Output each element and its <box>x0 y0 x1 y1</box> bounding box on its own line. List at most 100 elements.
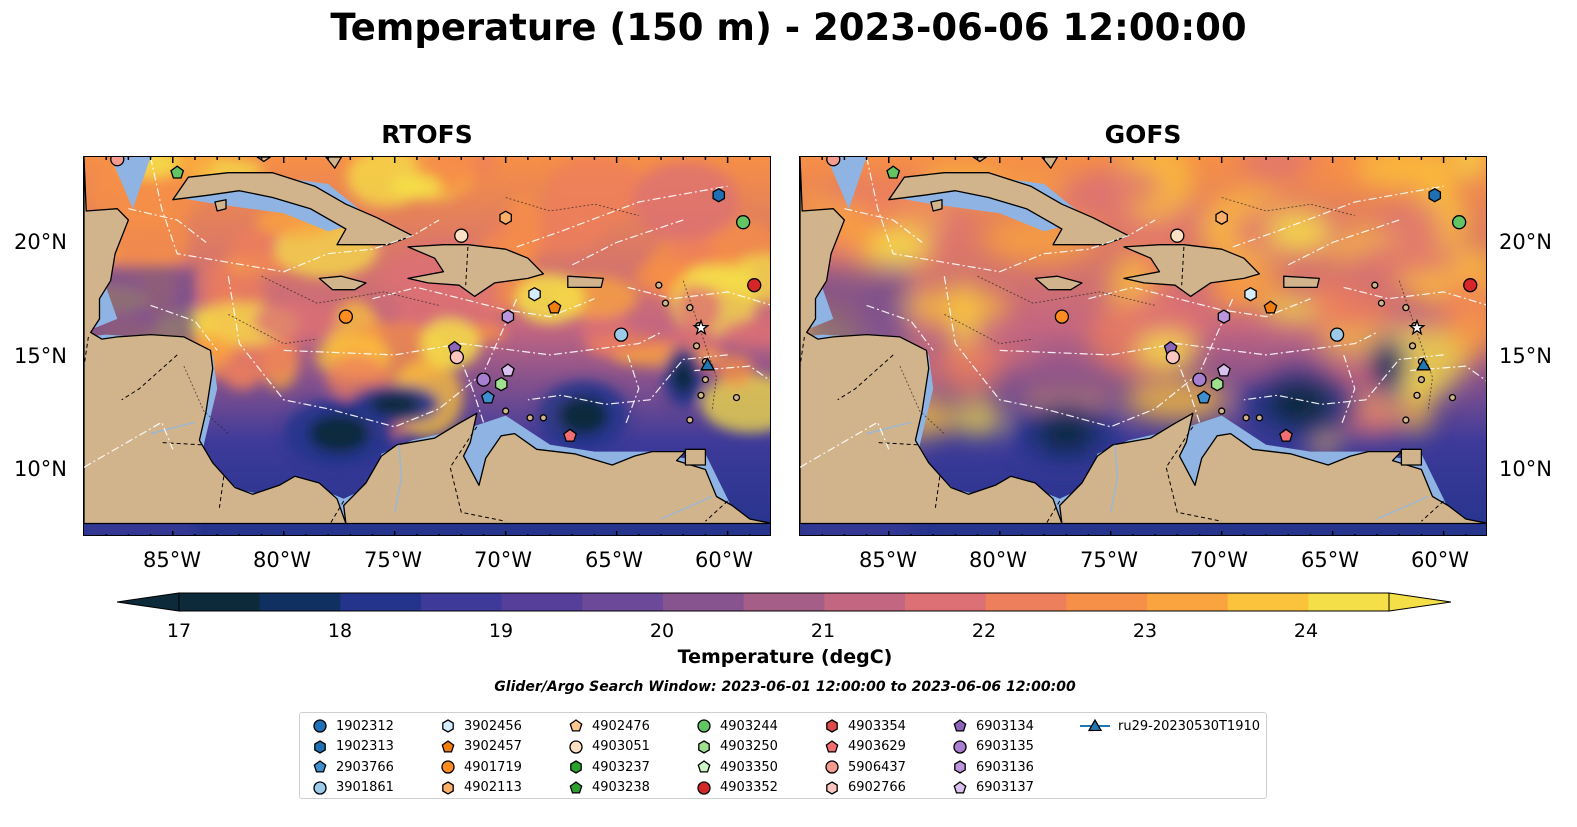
legend-item: 3902457 <box>440 737 522 757</box>
pentagon-icon <box>953 719 967 732</box>
legend-label: 4903352 <box>720 780 778 795</box>
panel-title-rtofs: RTOFS <box>381 120 473 149</box>
float-marker <box>1451 215 1467 230</box>
float-marker <box>441 739 455 753</box>
float-marker <box>170 165 185 179</box>
circle-icon <box>825 760 839 774</box>
legend-item: 4903238 <box>568 778 650 798</box>
float-marker <box>1416 357 1432 371</box>
lat-tick: 15°N <box>1499 344 1552 368</box>
colorbar-label: Temperature (degC) <box>677 646 893 668</box>
lon-tick: 85°W <box>859 548 917 572</box>
legend-label: 2903766 <box>336 759 394 775</box>
float-marker <box>494 376 508 392</box>
float-marker <box>1196 390 1211 404</box>
legend-label: 4903250 <box>720 739 778 754</box>
float-marker <box>501 309 515 324</box>
legend-item: 6903137 <box>952 778 1034 798</box>
panel-title-gofs: GOFS <box>1104 120 1182 149</box>
hexagon-icon <box>442 719 454 733</box>
float-marker <box>1087 718 1103 732</box>
colorbar-tick: 20 <box>649 620 675 642</box>
float-marker <box>569 719 583 732</box>
legend-item: 1902313 <box>312 737 394 757</box>
lat-tick: 10°N <box>1499 457 1552 481</box>
lat-tick: 20°N <box>14 230 67 254</box>
colorbar-tick: 17 <box>166 620 192 642</box>
float-marker <box>692 318 710 336</box>
float-marker <box>613 327 629 342</box>
hexagon-icon <box>442 780 454 795</box>
legend-label: 4902476 <box>592 718 650 734</box>
lon-tick: 75°W <box>364 548 422 572</box>
colorbar-tick: 23 <box>1132 620 1158 642</box>
float-marker <box>826 157 841 167</box>
lon-tick: 65°W <box>585 548 643 572</box>
float-marker <box>1463 278 1478 293</box>
float-marker <box>953 719 967 732</box>
float-marker <box>441 760 455 774</box>
legend-item: ru29-20230530T1910 <box>1080 716 1260 736</box>
pentagon-icon <box>569 780 583 794</box>
circle-icon <box>953 739 967 754</box>
float-marker <box>528 286 541 302</box>
float-marker <box>953 739 967 754</box>
lon-tick: 80°W <box>969 548 1027 572</box>
hexagon-icon <box>826 719 838 733</box>
circle-icon <box>313 719 327 733</box>
colorbar-gradient <box>116 592 1452 612</box>
float-marker <box>1210 376 1224 392</box>
circle-icon <box>313 780 327 795</box>
legend-label: 4903354 <box>848 718 906 734</box>
pentagon-icon <box>441 739 455 753</box>
legend-item: 6903135 <box>952 737 1034 757</box>
legend-label: 6903136 <box>976 759 1034 775</box>
float-marker <box>747 278 762 293</box>
float-marker <box>314 739 326 754</box>
float-marker <box>1244 286 1257 302</box>
float-marker <box>476 372 491 387</box>
pentagon-icon <box>569 719 583 732</box>
legend-label: 3902456 <box>464 718 522 734</box>
legend-item: 3901861 <box>312 778 394 798</box>
float-marker <box>569 739 583 754</box>
legend-label: 4903238 <box>592 780 650 795</box>
lon-tick: 70°W <box>474 548 532 572</box>
colorbar-tick: 19 <box>488 620 514 642</box>
hexagon-icon <box>698 739 710 754</box>
pentagon-icon <box>953 780 967 794</box>
lat-tick: 20°N <box>1499 230 1552 254</box>
pentagon-icon <box>825 739 839 753</box>
figure-title: Temperature (150 m) - 2023-06-06 12:00:0… <box>330 6 1247 49</box>
hexagon-icon <box>826 780 838 795</box>
float-marker <box>454 228 469 243</box>
legend-item: 4903352 <box>696 778 778 798</box>
legend: 1902312 1902313 2903766 3901861 3902456 39024… <box>299 712 1267 799</box>
pentagon-icon <box>313 760 327 773</box>
legend-label: 4901719 <box>464 759 522 775</box>
map-canvas <box>84 157 770 535</box>
legend-item: 4903350 <box>696 757 778 777</box>
legend-item: 4903629 <box>824 737 906 757</box>
float-marker <box>826 719 838 733</box>
legend-label: 3902457 <box>464 739 522 754</box>
float-marker <box>313 780 327 795</box>
lon-tick: 70°W <box>1190 548 1248 572</box>
legend-label: 4903051 <box>592 739 650 754</box>
float-marker <box>442 780 454 795</box>
float-marker <box>712 187 726 203</box>
float-marker <box>1216 363 1231 377</box>
legend-label: 4903629 <box>848 739 906 754</box>
float-marker <box>570 760 582 774</box>
float-marker <box>1263 300 1278 314</box>
pentagon-icon <box>697 760 711 773</box>
float-marker <box>825 739 839 753</box>
float-marker <box>886 165 901 179</box>
circle-icon <box>441 760 455 774</box>
map-rtofs <box>83 156 771 536</box>
float-marker <box>500 363 515 377</box>
legend-label: ru29-20230530T1910 <box>1118 718 1261 734</box>
legend-label: 5906437 <box>848 759 906 775</box>
lon-tick: 60°W <box>695 548 753 572</box>
lat-tick: 10°N <box>14 457 67 481</box>
